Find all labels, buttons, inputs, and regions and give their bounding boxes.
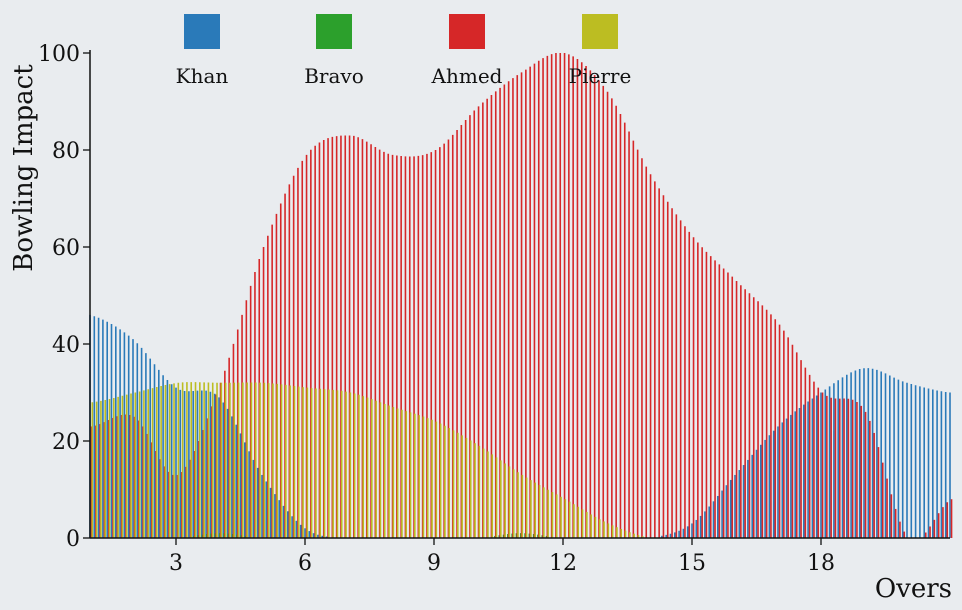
tick-labels: 0 20 40 60 80 100 3 6 9 12 15 18 <box>38 42 835 576</box>
legend-swatch <box>449 14 485 49</box>
legend-label: Bravo <box>304 64 364 88</box>
legend-swatch <box>316 14 352 49</box>
legend: Khan Bravo Ahmed Pierre <box>176 14 632 88</box>
x-tick-label: 9 <box>427 551 441 576</box>
axes <box>89 50 950 539</box>
x-tick-label: 6 <box>298 551 312 576</box>
x-tick-label: 15 <box>678 551 706 576</box>
y-tick-label: 80 <box>52 139 80 164</box>
legend-swatch <box>184 14 220 49</box>
legend-swatch <box>582 14 618 49</box>
plot-area <box>89 53 953 538</box>
legend-item-khan: Khan <box>176 14 229 88</box>
series-khan-bars <box>89 314 951 538</box>
y-tick-label: 100 <box>38 42 80 67</box>
legend-item-pierre: Pierre <box>569 14 632 88</box>
y-tick-label: 40 <box>52 333 80 358</box>
legend-item-ahmed: Ahmed <box>431 14 503 88</box>
y-axis-title: Bowling Impact <box>9 64 39 272</box>
x-tick-label: 18 <box>807 551 835 576</box>
series-pierre-bars <box>91 382 644 538</box>
y-tick-label: 0 <box>66 527 80 552</box>
x-tick-label: 3 <box>169 551 183 576</box>
x-axis-title: Overs <box>875 574 952 604</box>
legend-label: Khan <box>176 64 229 88</box>
y-tick-label: 60 <box>52 236 80 261</box>
legend-label: Pierre <box>569 64 632 88</box>
legend-label: Ahmed <box>431 64 503 88</box>
legend-item-bravo: Bravo <box>304 14 364 88</box>
x-tick-label: 12 <box>549 551 577 576</box>
y-tick-label: 20 <box>52 430 80 455</box>
